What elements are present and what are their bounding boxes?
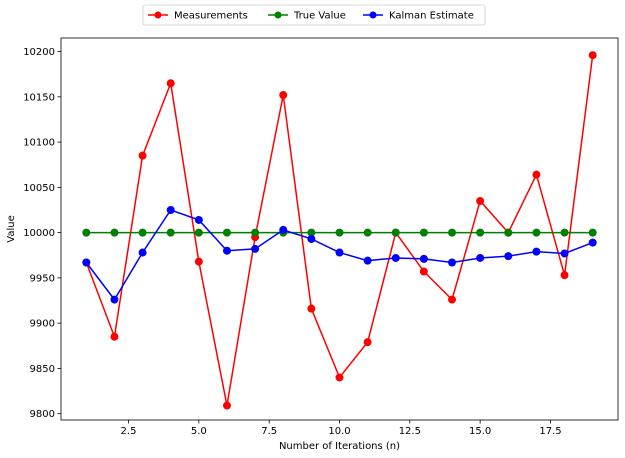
legend-entry: True Value xyxy=(268,11,346,22)
legend-marker xyxy=(274,11,282,19)
y-tick-label: 9800 xyxy=(30,409,55,420)
data-point xyxy=(194,215,203,224)
legend-label: Kalman Estimate xyxy=(389,11,474,22)
data-point xyxy=(476,196,485,205)
data-point xyxy=(307,234,316,243)
y-axis-label: Value xyxy=(6,215,17,242)
data-point xyxy=(391,253,400,262)
data-point xyxy=(138,151,147,160)
data-point xyxy=(110,228,119,237)
data-point xyxy=(448,228,457,237)
data-point xyxy=(222,246,231,255)
x-tick-label: 17.5 xyxy=(539,426,561,437)
y-tick-label: 10200 xyxy=(23,47,55,58)
data-point xyxy=(363,228,372,237)
data-point xyxy=(504,228,513,237)
legend-entry: Measurements xyxy=(148,11,248,22)
x-axis: 2.5 5.0 7.5 10.0 12.5 15.0 17.5 xyxy=(121,420,562,437)
data-point xyxy=(363,256,372,265)
data-point xyxy=(82,258,91,267)
legend-label: Measurements xyxy=(174,11,248,22)
series-layer xyxy=(82,51,597,410)
data-point xyxy=(138,248,147,257)
y-tick-label: 9900 xyxy=(30,319,55,330)
data-point xyxy=(532,247,541,256)
y-axis: 9800 9850 9900 9950 10000 10050 10100 10150 1020… xyxy=(23,47,61,420)
data-point xyxy=(222,228,231,237)
x-axis-label: Number of Iterations (n) xyxy=(279,441,400,452)
data-point xyxy=(560,228,569,237)
data-point xyxy=(166,228,175,237)
data-point xyxy=(419,228,428,237)
data-point xyxy=(166,79,175,88)
data-point xyxy=(532,228,541,237)
x-tick-label: 15.0 xyxy=(469,426,491,437)
legend: Measurements True Value Kalman Estimate xyxy=(142,4,486,26)
data-point xyxy=(222,401,231,410)
data-point xyxy=(448,295,457,304)
data-point xyxy=(588,51,597,60)
data-point xyxy=(588,238,597,247)
data-point xyxy=(560,271,569,280)
y-tick-label: 10150 xyxy=(23,92,55,103)
data-point xyxy=(194,257,203,266)
data-point xyxy=(138,228,147,237)
data-point xyxy=(448,258,457,267)
data-point xyxy=(560,249,569,258)
data-point xyxy=(110,332,119,341)
legend-frame xyxy=(142,4,486,26)
data-point xyxy=(279,225,288,234)
x-tick-label: 2.5 xyxy=(121,426,137,437)
y-tick-label: 10000 xyxy=(23,228,55,239)
series-true-value xyxy=(82,228,597,237)
legend-entry: Kalman Estimate xyxy=(363,11,474,22)
data-point xyxy=(194,228,203,237)
legend-marker xyxy=(154,11,162,19)
data-point xyxy=(504,252,513,261)
y-tick-label: 9950 xyxy=(30,273,55,284)
data-point xyxy=(419,267,428,276)
data-point xyxy=(307,304,316,313)
data-point xyxy=(279,91,288,100)
y-tick-label: 9850 xyxy=(30,364,55,375)
x-tick-label: 10.0 xyxy=(328,426,350,437)
data-point xyxy=(476,253,485,262)
data-point xyxy=(363,338,372,347)
series-kalman-estimate xyxy=(82,205,597,304)
x-tick-label: 12.5 xyxy=(399,426,421,437)
data-point xyxy=(335,373,344,382)
data-point xyxy=(588,228,597,237)
data-point xyxy=(335,248,344,257)
data-point xyxy=(251,228,260,237)
data-point xyxy=(391,228,400,237)
data-point xyxy=(251,244,260,253)
y-tick-label: 10100 xyxy=(23,138,55,149)
x-tick-label: 7.5 xyxy=(261,426,277,437)
data-point xyxy=(419,254,428,263)
data-point xyxy=(110,295,119,304)
legend-label: True Value xyxy=(293,11,346,22)
legend-marker xyxy=(369,11,377,19)
y-tick-label: 10050 xyxy=(23,183,55,194)
data-point xyxy=(82,228,91,237)
data-point xyxy=(532,170,541,179)
data-point xyxy=(166,205,175,214)
data-point xyxy=(476,228,485,237)
data-point xyxy=(335,228,344,237)
x-tick-label: 5.0 xyxy=(191,426,207,437)
